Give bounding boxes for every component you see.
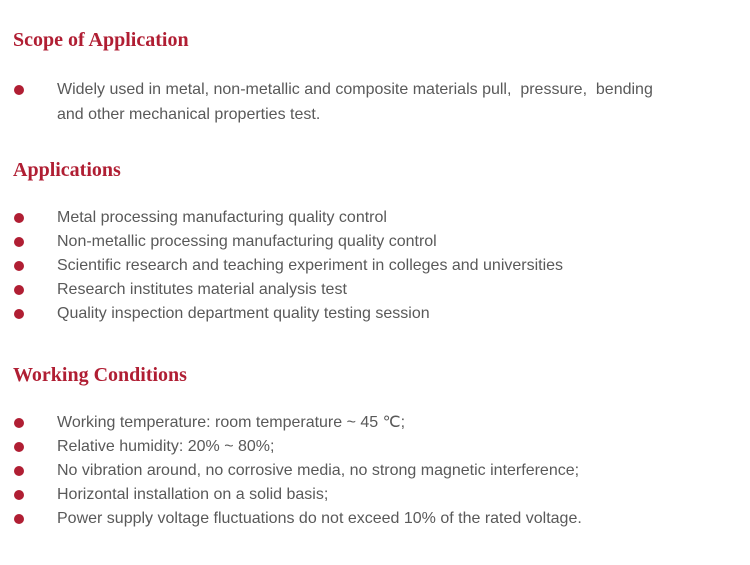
list-item: Scientific research and teaching experim…: [13, 254, 712, 278]
list-item-text: Widely used in metal, non-metallic and c…: [57, 81, 658, 123]
bullet-icon: [14, 442, 24, 452]
bullet-icon: [14, 309, 24, 319]
list-item-text: Working temperature: room temperature ~ …: [57, 414, 406, 431]
list-item: Relative humidity: 20% ~ 80%;: [13, 435, 712, 459]
bullet-icon: [14, 261, 24, 271]
list-item-text: Metal processing manufacturing quality c…: [57, 209, 387, 226]
list-item: Power supply voltage fluctuations do not…: [13, 507, 712, 531]
list-item-text: Relative humidity: 20% ~ 80%;: [57, 438, 275, 455]
bullet-icon: [14, 490, 24, 500]
scope-list: Widely used in metal, non-metallic and c…: [13, 77, 712, 127]
bullet-icon: [14, 213, 24, 223]
bullet-icon: [14, 84, 24, 95]
bullet-icon: [14, 418, 24, 428]
list-item-text: Horizontal installation on a solid basis…: [57, 486, 329, 503]
section-title-working-conditions: Working Conditions: [13, 364, 187, 386]
list-item-text: No vibration around, no corrosive media,…: [57, 462, 580, 479]
list-item: Working temperature: room temperature ~ …: [13, 411, 712, 435]
list-item-text: Research institutes material analysis te…: [57, 281, 347, 298]
list-item: Widely used in metal, non-metallic and c…: [13, 77, 712, 127]
list-item-text: Power supply voltage fluctuations do not…: [57, 510, 582, 527]
list-item-text: Scientific research and teaching experim…: [57, 257, 564, 274]
bullet-icon: [14, 285, 24, 295]
list-item-text: Non-metallic processing manufacturing qu…: [57, 233, 437, 250]
working-conditions-list: Working temperature: room temperature ~ …: [13, 411, 712, 531]
section-title-applications: Applications: [13, 159, 121, 181]
list-item: Metal processing manufacturing quality c…: [13, 206, 712, 230]
bullet-icon: [14, 514, 24, 524]
list-item: No vibration around, no corrosive media,…: [13, 459, 712, 483]
applications-list: Metal processing manufacturing quality c…: [13, 206, 712, 326]
bullet-icon: [14, 237, 24, 247]
section-title-scope-of-application: Scope of Application: [13, 29, 189, 51]
list-item-text: Quality inspection department quality te…: [57, 305, 430, 322]
list-item: Research institutes material analysis te…: [13, 278, 712, 302]
bullet-icon: [14, 466, 24, 476]
list-item: Quality inspection department quality te…: [13, 302, 712, 326]
list-item: Horizontal installation on a solid basis…: [13, 483, 712, 507]
list-item: Non-metallic processing manufacturing qu…: [13, 230, 712, 254]
